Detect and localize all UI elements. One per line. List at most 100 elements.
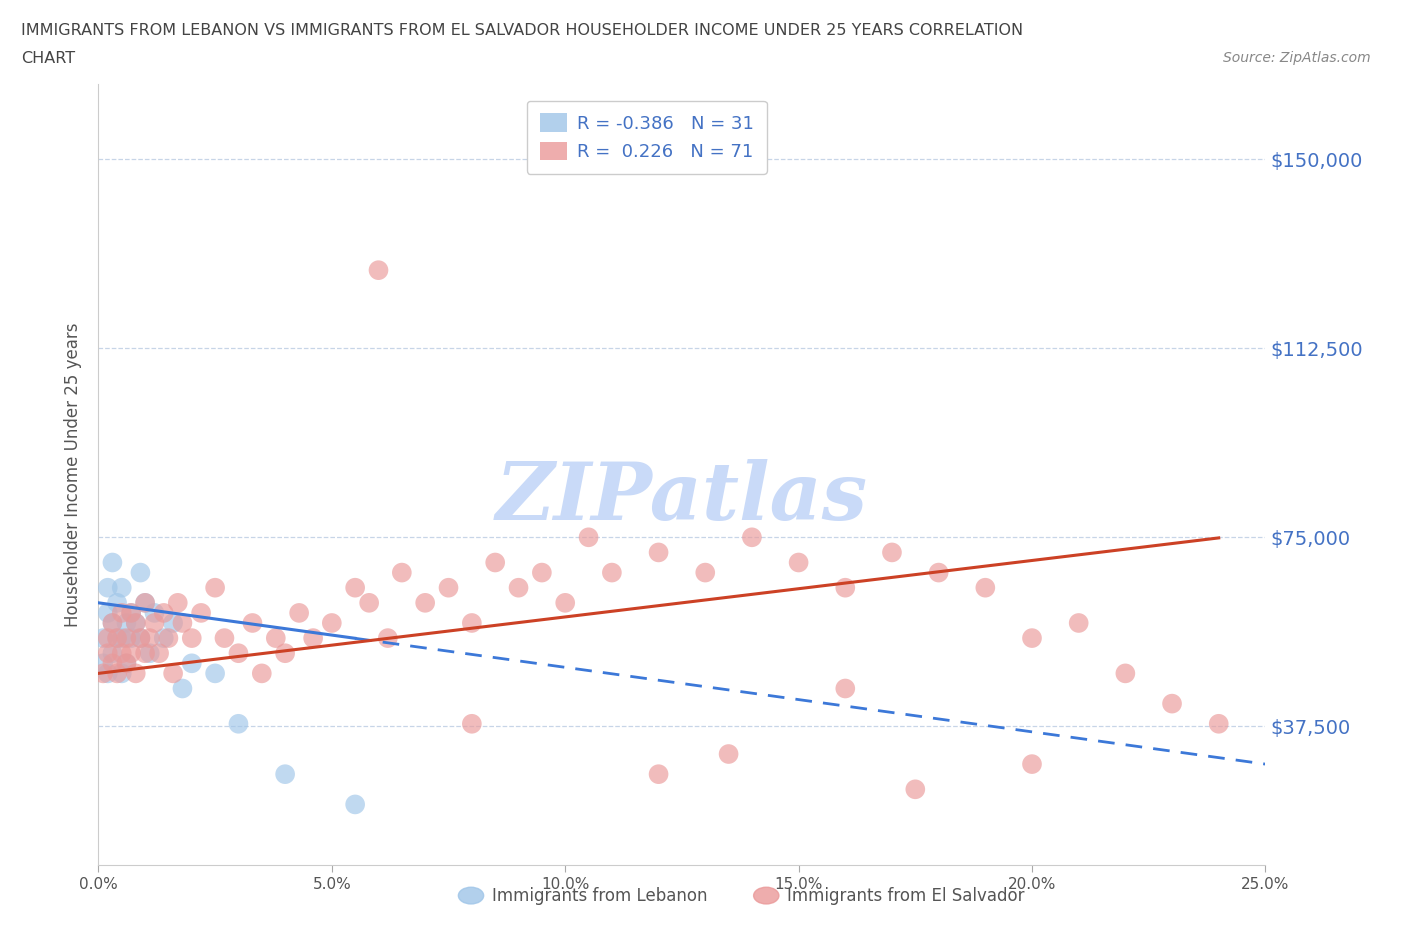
Point: [111, 666, 134, 681]
Text: IMMIGRANTS FROM LEBANON VS IMMIGRANTS FROM EL SALVADOR HOUSEHOLDER INCOME UNDER : IMMIGRANTS FROM LEBANON VS IMMIGRANTS FR…: [21, 23, 1024, 38]
Point: [413, 595, 436, 610]
Point: [120, 645, 142, 660]
Point: [302, 631, 325, 645]
Point: [162, 666, 184, 681]
Point: [157, 631, 180, 645]
Point: [105, 595, 128, 610]
Point: [461, 616, 484, 631]
Point: [120, 631, 142, 645]
Point: [228, 716, 250, 731]
Point: [377, 631, 399, 645]
Point: [129, 631, 152, 645]
Point: [288, 605, 311, 620]
Point: [129, 565, 152, 580]
Point: [274, 645, 297, 660]
Point: [1161, 697, 1184, 711]
Point: [461, 716, 484, 731]
Point: [120, 605, 142, 620]
Point: [180, 656, 202, 671]
Point: [91, 666, 114, 681]
Point: [834, 580, 856, 595]
Point: [321, 616, 343, 631]
Point: [359, 595, 381, 610]
Point: [250, 666, 273, 681]
Point: [105, 631, 128, 645]
Point: [214, 631, 236, 645]
Text: Immigrants from El Salvador: Immigrants from El Salvador: [787, 886, 1025, 905]
Point: [717, 747, 740, 762]
Point: [264, 631, 287, 645]
Point: [125, 666, 148, 681]
Point: [344, 797, 367, 812]
Point: [162, 616, 184, 631]
Y-axis label: Householder Income Under 25 years: Householder Income Under 25 years: [65, 322, 83, 627]
Point: [120, 605, 142, 620]
Point: [974, 580, 997, 595]
Point: [105, 631, 128, 645]
Point: [344, 580, 367, 595]
Point: [115, 631, 138, 645]
Point: [578, 530, 600, 545]
Point: [880, 545, 903, 560]
Point: [787, 555, 810, 570]
Point: [741, 530, 763, 545]
Text: ZIPatlas: ZIPatlas: [496, 459, 868, 537]
Text: Immigrants from Lebanon: Immigrants from Lebanon: [492, 886, 707, 905]
Point: [143, 605, 166, 620]
Point: [111, 605, 134, 620]
Point: [97, 605, 120, 620]
Point: [139, 645, 162, 660]
Point: [391, 565, 413, 580]
Point: [530, 565, 553, 580]
Point: [97, 631, 120, 645]
Point: [91, 631, 114, 645]
Point: [115, 656, 138, 671]
Point: [1021, 757, 1043, 772]
Point: [834, 681, 856, 696]
Point: [139, 631, 162, 645]
Point: [695, 565, 717, 580]
Point: [437, 580, 460, 595]
Point: [180, 631, 202, 645]
Point: [134, 595, 156, 610]
Point: [148, 645, 170, 660]
Point: [91, 656, 114, 671]
Point: [1114, 666, 1136, 681]
Point: [143, 616, 166, 631]
Point: [111, 645, 134, 660]
Point: [204, 666, 226, 681]
Point: [134, 645, 156, 660]
Point: [484, 555, 506, 570]
Point: [101, 616, 124, 631]
Point: [152, 605, 174, 620]
Point: [97, 666, 120, 681]
Point: [125, 616, 148, 631]
Point: [274, 766, 297, 781]
Point: [647, 545, 669, 560]
Point: [101, 555, 124, 570]
Point: [134, 595, 156, 610]
Point: [105, 666, 128, 681]
Point: [508, 580, 530, 595]
Point: [101, 616, 124, 631]
Point: [97, 580, 120, 595]
Point: [101, 645, 124, 660]
Point: [115, 656, 138, 671]
Point: [554, 595, 576, 610]
Point: [129, 631, 152, 645]
Point: [600, 565, 623, 580]
Point: [1021, 631, 1043, 645]
Point: [228, 645, 250, 660]
Point: [1208, 716, 1230, 731]
Point: [97, 645, 120, 660]
Point: [152, 631, 174, 645]
Point: [367, 263, 389, 278]
Point: [111, 631, 134, 645]
Point: [101, 656, 124, 671]
Point: [111, 580, 134, 595]
Point: [115, 616, 138, 631]
Point: [647, 766, 669, 781]
Text: Source: ZipAtlas.com: Source: ZipAtlas.com: [1223, 51, 1371, 65]
Point: [172, 616, 194, 631]
Point: [928, 565, 950, 580]
